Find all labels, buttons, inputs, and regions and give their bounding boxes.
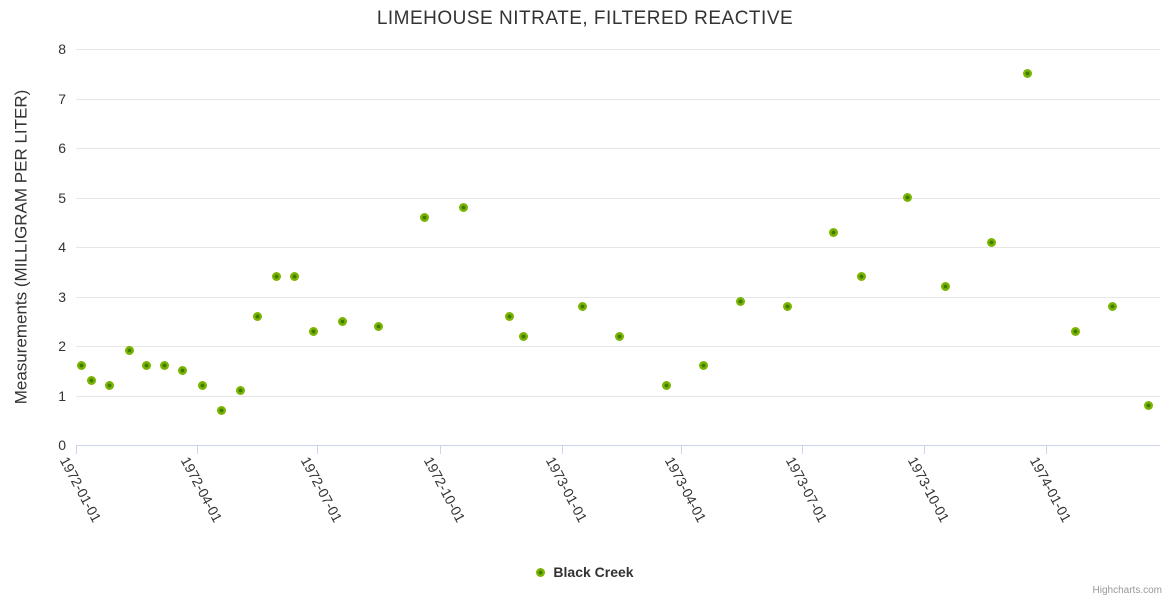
y-tick-label: 7 bbox=[58, 91, 66, 107]
x-tick-label: 1974-01-01 bbox=[1026, 454, 1075, 525]
x-tick-mark bbox=[76, 446, 77, 454]
data-point[interactable] bbox=[272, 272, 281, 281]
y-tick-label: 6 bbox=[58, 140, 66, 156]
data-point[interactable] bbox=[699, 361, 708, 370]
x-tick-label: 1973-01-01 bbox=[542, 454, 591, 525]
x-tick-label: 1973-10-01 bbox=[904, 454, 953, 525]
data-point[interactable] bbox=[615, 332, 624, 341]
data-point[interactable] bbox=[198, 381, 207, 390]
gridline bbox=[76, 99, 1160, 100]
data-point[interactable] bbox=[87, 376, 96, 385]
x-tick-label: 1972-04-01 bbox=[177, 454, 226, 525]
x-axis-line bbox=[76, 445, 1160, 446]
x-tick-label: 1972-07-01 bbox=[297, 454, 346, 525]
x-tick-label: 1972-10-01 bbox=[420, 454, 469, 525]
data-point[interactable] bbox=[338, 317, 347, 326]
x-tick-mark bbox=[562, 446, 563, 454]
y-tick-label: 0 bbox=[58, 437, 66, 453]
data-point[interactable] bbox=[578, 302, 587, 311]
y-tick-label: 4 bbox=[58, 239, 66, 255]
data-point[interactable] bbox=[290, 272, 299, 281]
legend-label: Black Creek bbox=[553, 564, 634, 580]
chart-title: LIMEHOUSE NITRATE, FILTERED REACTIVE bbox=[376, 8, 794, 29]
series-marker-icon bbox=[536, 567, 546, 577]
data-point[interactable] bbox=[736, 297, 745, 306]
y-tick-label: 1 bbox=[58, 388, 66, 404]
y-tick-label: 8 bbox=[58, 41, 66, 57]
data-point[interactable] bbox=[160, 361, 169, 370]
y-tick-label: 5 bbox=[58, 190, 66, 206]
gridline bbox=[76, 297, 1160, 298]
data-point[interactable] bbox=[1144, 401, 1153, 410]
data-point[interactable] bbox=[829, 228, 838, 237]
data-point[interactable] bbox=[783, 302, 792, 311]
data-point[interactable] bbox=[374, 322, 383, 331]
x-tick-label: 1972-01-01 bbox=[56, 454, 105, 525]
data-point[interactable] bbox=[178, 366, 187, 375]
data-point[interactable] bbox=[420, 213, 429, 222]
data-point[interactable] bbox=[941, 282, 950, 291]
x-tick-label: 1973-04-01 bbox=[661, 454, 710, 525]
data-point[interactable] bbox=[217, 406, 226, 415]
data-point[interactable] bbox=[142, 361, 151, 370]
gridline bbox=[76, 247, 1160, 248]
data-point[interactable] bbox=[505, 312, 514, 321]
legend: Black Creek bbox=[0, 562, 1170, 582]
x-tick-mark bbox=[317, 446, 318, 454]
data-point[interactable] bbox=[662, 381, 671, 390]
data-point[interactable] bbox=[236, 386, 245, 395]
data-point[interactable] bbox=[987, 238, 996, 247]
data-point[interactable] bbox=[1108, 302, 1117, 311]
data-point[interactable] bbox=[309, 327, 318, 336]
gridline bbox=[76, 396, 1160, 397]
gridline bbox=[76, 148, 1160, 149]
gridline bbox=[76, 346, 1160, 347]
y-tick-label: 2 bbox=[58, 338, 66, 354]
data-point[interactable] bbox=[903, 193, 912, 202]
data-point[interactable] bbox=[857, 272, 866, 281]
x-tick-mark bbox=[802, 446, 803, 454]
y-tick-label: 3 bbox=[58, 289, 66, 305]
gridline bbox=[76, 49, 1160, 50]
highcharts-credits-link[interactable]: Highcharts.com bbox=[1092, 585, 1162, 596]
legend-item-black-creek[interactable]: Black Creek bbox=[536, 564, 634, 580]
data-point[interactable] bbox=[459, 203, 468, 212]
x-tick-mark bbox=[924, 446, 925, 454]
x-tick-mark bbox=[681, 446, 682, 454]
x-tick-mark bbox=[197, 446, 198, 454]
data-point[interactable] bbox=[1023, 69, 1032, 78]
data-point[interactable] bbox=[253, 312, 262, 321]
data-point[interactable] bbox=[125, 346, 134, 355]
data-point[interactable] bbox=[519, 332, 528, 341]
data-point[interactable] bbox=[105, 381, 114, 390]
data-point[interactable] bbox=[77, 361, 86, 370]
gridline bbox=[76, 198, 1160, 199]
x-tick-label: 1973-07-01 bbox=[782, 454, 831, 525]
x-tick-mark bbox=[1046, 446, 1047, 454]
x-tick-mark bbox=[440, 446, 441, 454]
data-point[interactable] bbox=[1071, 327, 1080, 336]
